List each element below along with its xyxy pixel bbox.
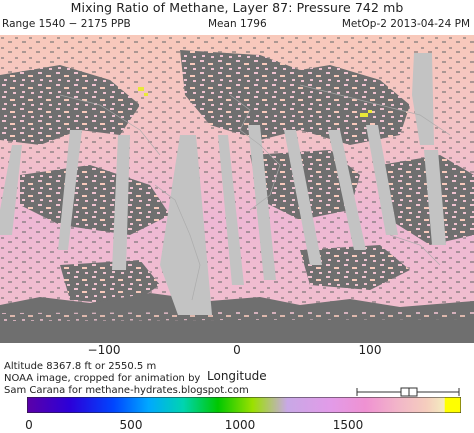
altitude-text: Altitude 8367.8 ft or 2550.5 m: [4, 361, 157, 372]
x-tick-neg100: −100: [87, 343, 121, 357]
coastlines: [59, 84, 451, 301]
mean-label: Mean 1796: [208, 18, 267, 30]
satellite-date-label: MetOp-2 2013-04-24 PM: [341, 18, 470, 30]
colorbar-tick-0: 0: [25, 418, 33, 432]
methane-hotspots: [138, 87, 372, 117]
x-tick-0: 0: [233, 343, 241, 357]
range-label: Range 1540 − 2175 PPB: [2, 18, 131, 30]
credit-text: NOAA image, cropped for animation by: [4, 373, 201, 384]
colorbar-tick-500: 500: [119, 418, 143, 432]
methane-map-canvas: [0, 35, 474, 343]
author-text: Sam Carana for methane-hydrates.blogspot…: [4, 385, 249, 396]
x-axis-label: Longitude: [207, 369, 267, 383]
colorbar-tick-1500: 1500: [332, 418, 364, 432]
x-tick-100: 100: [358, 343, 382, 357]
distribution-boxplot: [356, 387, 460, 397]
map-title: Mixing Ratio of Methane, Layer 87: Press…: [70, 0, 404, 15]
colorbar-tick-1000: 1000: [224, 418, 256, 432]
info-row: Range 1540 − 2175 PPB Mean 1796 MetOp-2 …: [0, 17, 474, 33]
methane-map: [0, 35, 474, 343]
color-scale-bar: [27, 397, 461, 413]
